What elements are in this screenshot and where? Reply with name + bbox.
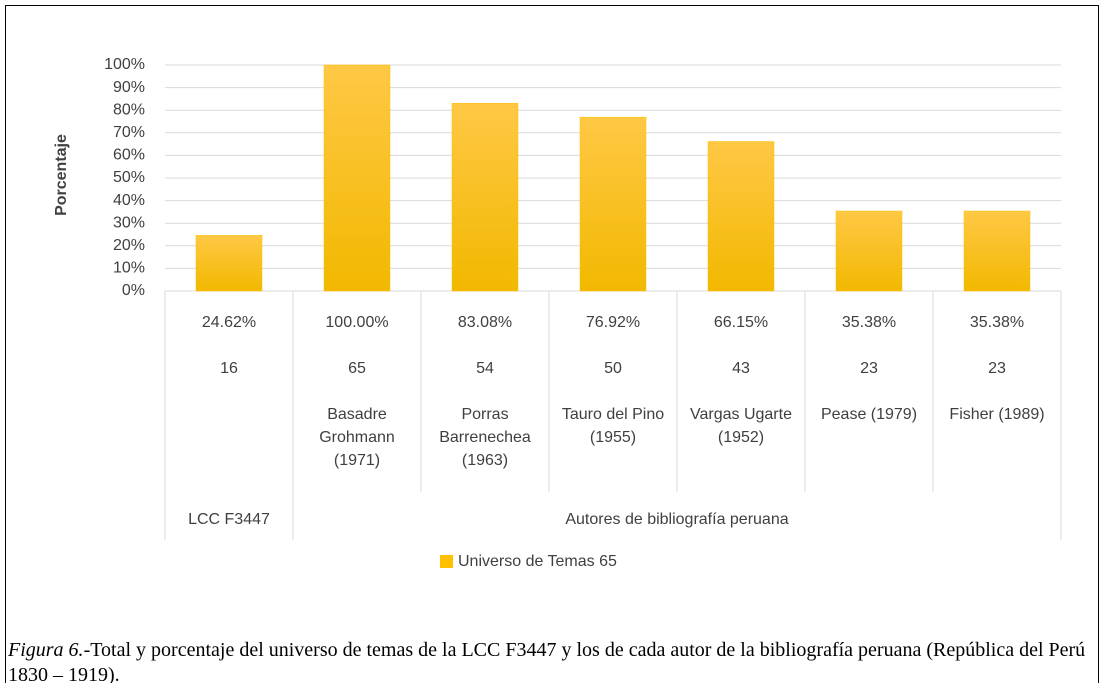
- y-tick-label: 0%: [122, 282, 145, 299]
- x-tick-label: Basadre Grohmann (1971): [319, 406, 395, 469]
- bar: [963, 210, 1031, 292]
- value-label: 35.38%: [969, 314, 1025, 331]
- y-tick-label: 70%: [113, 124, 145, 141]
- x-tick-label: Porras Barrenechea (1963): [439, 406, 531, 469]
- group-label: Autores de bibliografía peruana: [565, 511, 789, 528]
- y-tick-label: 60%: [113, 147, 145, 164]
- bar: [195, 235, 263, 292]
- count-label: 23: [988, 360, 1006, 377]
- value-label: 35.38%: [841, 314, 897, 331]
- y-tick-label: 90%: [113, 79, 145, 96]
- bar: [579, 116, 647, 292]
- group-label: LCC F3447: [188, 511, 270, 528]
- count-label: 65: [348, 360, 366, 377]
- value-label: 66.15%: [713, 314, 769, 331]
- count-label: 54: [476, 360, 494, 377]
- value-label: 83.08%: [457, 314, 513, 331]
- legend-label: Universo de Temas 65: [458, 553, 617, 570]
- y-tick-label: 30%: [113, 214, 145, 231]
- caption-text: -Total y porcentaje del universo de tema…: [8, 639, 1086, 683]
- x-tick-label: Fisher (1989): [949, 406, 1045, 423]
- bar: [451, 102, 519, 292]
- value-label: 24.62%: [201, 314, 257, 331]
- count-label: 16: [220, 360, 238, 377]
- y-tick-label: 10%: [113, 260, 145, 277]
- y-tick-label: 80%: [113, 101, 145, 118]
- count-label: 50: [604, 360, 622, 377]
- y-tick-label: 50%: [113, 169, 145, 186]
- y-axis-title: Porcentaje: [53, 134, 70, 216]
- count-label: 23: [860, 360, 878, 377]
- bar: [707, 141, 775, 292]
- frame: [5, 5, 1099, 683]
- x-tick-label: Tauro del Pino (1955): [561, 406, 665, 446]
- x-tick-label: Pease (1979): [820, 406, 918, 423]
- y-tick-label: 40%: [113, 192, 145, 209]
- caption-label: Figura 6.: [8, 639, 84, 661]
- bar: [835, 210, 903, 292]
- caption: Figura 6.-Total y porcentaje del univers…: [8, 638, 1088, 683]
- value-label: 76.92%: [585, 314, 641, 331]
- legend-swatch: [440, 555, 453, 568]
- y-tick-label: 20%: [113, 237, 145, 254]
- y-tick-label: 100%: [104, 56, 145, 73]
- count-label: 43: [732, 360, 750, 377]
- bar: [323, 64, 391, 292]
- x-tick-label: Vargas Ugarte (1952): [690, 406, 792, 446]
- value-label: 100.00%: [325, 314, 389, 331]
